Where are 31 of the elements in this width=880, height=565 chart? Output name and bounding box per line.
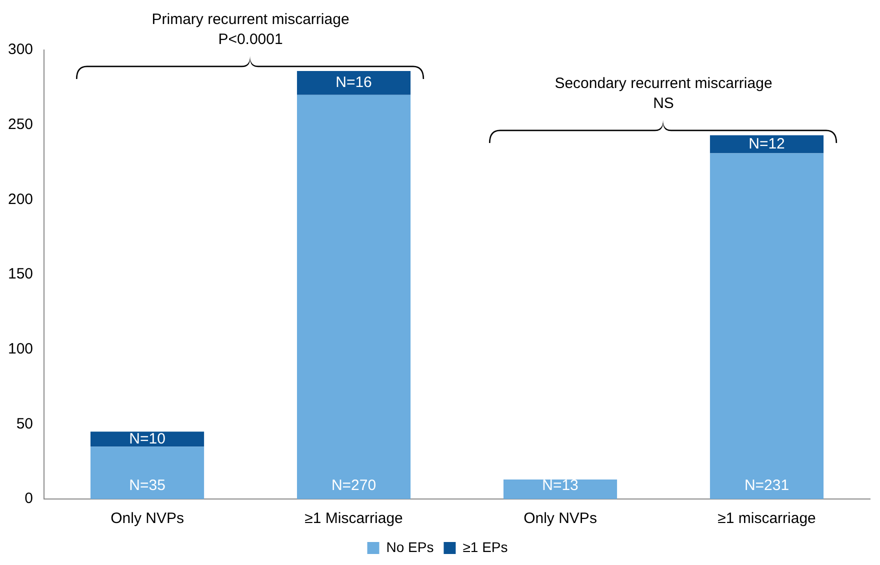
y-tick-label: 0 (24, 490, 34, 508)
y-tick-label: 250 (8, 116, 34, 133)
annotation: NS (653, 95, 674, 112)
text: P<0.0001 (218, 30, 283, 48)
bar (90, 446, 204, 499)
y-tick-label: 50 (16, 415, 34, 432)
legend-label: ≥1 EPs (462, 538, 508, 555)
y-tick-label: 200 (8, 190, 34, 208)
annotation: Secondary recurrent miscarriage (554, 75, 772, 92)
bar (710, 153, 824, 499)
y-tick-label: 100 (8, 340, 34, 358)
bar (503, 480, 618, 499)
bar (296, 94, 411, 499)
text: Primary recurrent miscarriage (152, 10, 350, 28)
data-label: N=231 (744, 477, 790, 494)
data-label: N=12 (748, 135, 785, 152)
data-label: N=270 (331, 477, 376, 494)
data-label: N=35 (129, 477, 166, 494)
legend-label: No EPs (386, 538, 434, 555)
bar (296, 70, 411, 95)
data-label: N=16 (336, 74, 372, 92)
bar (710, 135, 824, 154)
x-tick-label: ≥1 Miscarriage (304, 510, 403, 528)
x-tick-label: Only NVPs (524, 510, 597, 528)
y-tick-label: 150 (8, 266, 34, 283)
x-tick-label: Only NVPs (110, 510, 184, 528)
data-label: N=10 (129, 430, 166, 448)
x-tick-label: ≥1 miscarriage (718, 510, 816, 528)
data-label: N=13 (542, 477, 578, 494)
bar (90, 432, 204, 447)
y-tick-label: 300 (8, 41, 34, 58)
